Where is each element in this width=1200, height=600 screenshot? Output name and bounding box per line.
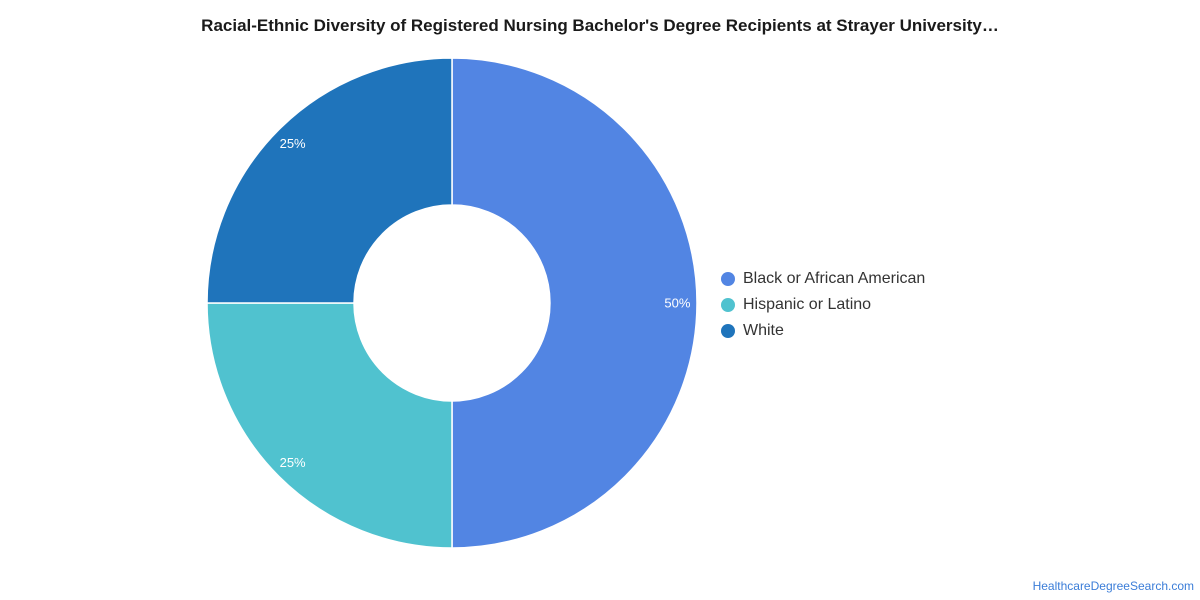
- slice-value-label: 25%: [280, 136, 306, 151]
- chart-title: Racial-Ethnic Diversity of Registered Nu…: [201, 16, 999, 35]
- source-link[interactable]: HealthcareDegreeSearch.com: [1032, 579, 1194, 593]
- legend-item[interactable]: Hispanic or Latino: [721, 292, 925, 318]
- legend-swatch: [721, 298, 735, 312]
- legend-item[interactable]: White: [721, 318, 925, 344]
- legend-swatch: [721, 324, 735, 338]
- slice-white[interactable]: [206, 57, 453, 304]
- legend-label: White: [743, 322, 784, 339]
- legend-item[interactable]: Black or African American: [721, 266, 925, 292]
- legend-label: Hispanic or Latino: [743, 296, 872, 313]
- slice-value-label: 50%: [664, 296, 690, 311]
- legend-label: Black or African American: [743, 270, 926, 287]
- slice-black-or-african-american[interactable]: [451, 57, 698, 549]
- chart-legend: Black or African American Hispanic or Lat…: [721, 266, 925, 344]
- slice-hispanic-or-latino[interactable]: [206, 302, 453, 549]
- legend-swatch: [721, 272, 735, 286]
- slice-value-label: 25%: [280, 455, 306, 470]
